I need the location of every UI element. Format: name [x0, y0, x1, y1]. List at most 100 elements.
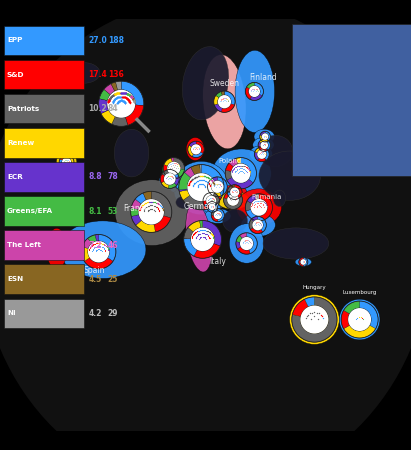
Wedge shape: [121, 81, 144, 106]
Wedge shape: [84, 258, 113, 269]
Wedge shape: [227, 177, 253, 189]
Ellipse shape: [229, 224, 264, 263]
Circle shape: [191, 228, 215, 251]
Ellipse shape: [212, 149, 271, 198]
Text: 84: 84: [108, 104, 118, 113]
Bar: [4, 196, 84, 226]
Wedge shape: [161, 181, 169, 188]
Ellipse shape: [259, 151, 321, 200]
Ellipse shape: [222, 184, 247, 199]
Wedge shape: [229, 190, 233, 195]
Wedge shape: [125, 105, 144, 126]
Text: Romania: Romania: [251, 194, 282, 200]
Wedge shape: [214, 95, 219, 105]
Wedge shape: [305, 297, 314, 307]
Wedge shape: [264, 139, 270, 151]
Wedge shape: [82, 238, 92, 248]
Text: Spain: Spain: [84, 266, 105, 274]
Wedge shape: [211, 215, 218, 222]
Wedge shape: [203, 194, 208, 205]
Wedge shape: [227, 186, 232, 192]
Wedge shape: [224, 190, 242, 209]
Wedge shape: [101, 110, 115, 124]
Text: 46: 46: [108, 241, 118, 250]
Wedge shape: [99, 234, 116, 261]
Text: Luxembourg: Luxembourg: [342, 291, 377, 296]
Ellipse shape: [170, 184, 177, 192]
Wedge shape: [299, 257, 303, 266]
Wedge shape: [260, 131, 265, 135]
Wedge shape: [207, 202, 212, 210]
Wedge shape: [236, 158, 241, 164]
Wedge shape: [174, 177, 179, 185]
Wedge shape: [183, 195, 204, 210]
Wedge shape: [112, 117, 128, 126]
Ellipse shape: [186, 202, 212, 272]
Wedge shape: [208, 187, 213, 194]
Wedge shape: [185, 167, 195, 178]
Wedge shape: [111, 82, 118, 91]
Wedge shape: [260, 135, 268, 142]
Bar: [4, 265, 84, 294]
Text: NI: NI: [7, 310, 16, 316]
Bar: [4, 162, 84, 192]
Wedge shape: [188, 220, 201, 232]
Circle shape: [88, 241, 109, 262]
Wedge shape: [247, 233, 257, 253]
Wedge shape: [247, 82, 254, 89]
Wedge shape: [59, 159, 63, 167]
Wedge shape: [60, 155, 67, 160]
Text: The Left: The Left: [7, 242, 41, 248]
Circle shape: [230, 188, 239, 197]
Wedge shape: [211, 208, 218, 215]
Circle shape: [261, 141, 268, 149]
Bar: [4, 94, 84, 123]
Wedge shape: [115, 81, 121, 90]
Ellipse shape: [114, 129, 149, 177]
Ellipse shape: [56, 151, 77, 174]
FancyBboxPatch shape: [292, 23, 411, 176]
Wedge shape: [57, 238, 66, 254]
Wedge shape: [211, 193, 219, 205]
Wedge shape: [254, 82, 263, 96]
Text: Renew: Renew: [7, 140, 34, 146]
Ellipse shape: [236, 189, 282, 226]
Wedge shape: [245, 201, 252, 211]
Ellipse shape: [241, 213, 275, 237]
Ellipse shape: [46, 228, 67, 270]
Text: 53: 53: [108, 207, 118, 216]
Wedge shape: [208, 180, 213, 187]
Wedge shape: [88, 235, 97, 243]
Text: Patriots: Patriots: [7, 106, 39, 112]
Text: Greens/EFA: Greens/EFA: [7, 208, 53, 214]
Wedge shape: [236, 235, 242, 243]
Ellipse shape: [205, 208, 231, 223]
Wedge shape: [254, 152, 259, 160]
Wedge shape: [236, 242, 241, 249]
Ellipse shape: [204, 202, 220, 213]
Wedge shape: [135, 193, 146, 204]
Wedge shape: [258, 141, 261, 147]
Wedge shape: [255, 194, 259, 199]
Wedge shape: [237, 247, 250, 254]
Wedge shape: [177, 169, 185, 178]
Text: 188: 188: [108, 36, 124, 45]
Circle shape: [300, 306, 328, 333]
Wedge shape: [344, 301, 360, 314]
Wedge shape: [95, 234, 99, 241]
Wedge shape: [259, 139, 264, 143]
Wedge shape: [257, 158, 266, 162]
Wedge shape: [189, 141, 196, 147]
Wedge shape: [200, 220, 203, 228]
Wedge shape: [229, 158, 238, 167]
Wedge shape: [48, 249, 63, 256]
Circle shape: [211, 180, 224, 193]
Ellipse shape: [186, 137, 204, 161]
Circle shape: [218, 95, 231, 108]
Wedge shape: [214, 104, 222, 112]
Ellipse shape: [182, 46, 229, 120]
Wedge shape: [164, 158, 172, 166]
Wedge shape: [360, 301, 378, 329]
Ellipse shape: [235, 50, 275, 132]
Wedge shape: [231, 184, 235, 188]
